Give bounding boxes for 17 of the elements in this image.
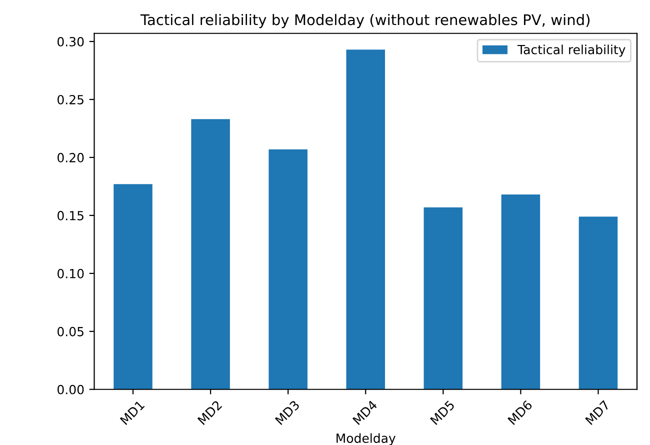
bar bbox=[346, 50, 386, 390]
y-tick-label: 0.25 bbox=[58, 94, 84, 104]
bar bbox=[424, 207, 463, 390]
y-tick-label: 0.05 bbox=[58, 326, 84, 336]
bar bbox=[114, 184, 152, 390]
bar bbox=[268, 149, 308, 390]
y-tick-label: 0.15 bbox=[58, 210, 84, 220]
chart-title: Tactical reliability by Modelday (without renewables PV, wind) bbox=[140, 14, 590, 28]
bar bbox=[578, 216, 618, 390]
y-tick-label: 0.00 bbox=[58, 384, 84, 394]
bar bbox=[501, 194, 540, 390]
x-axis-title: Modelday bbox=[336, 433, 396, 445]
legend-label: Tactical reliability bbox=[517, 44, 626, 57]
y-tick-label: 0.20 bbox=[58, 152, 84, 162]
y-tick-label: 0.10 bbox=[58, 268, 84, 278]
bar bbox=[191, 119, 230, 390]
y-tick-label: 0.30 bbox=[58, 36, 84, 46]
